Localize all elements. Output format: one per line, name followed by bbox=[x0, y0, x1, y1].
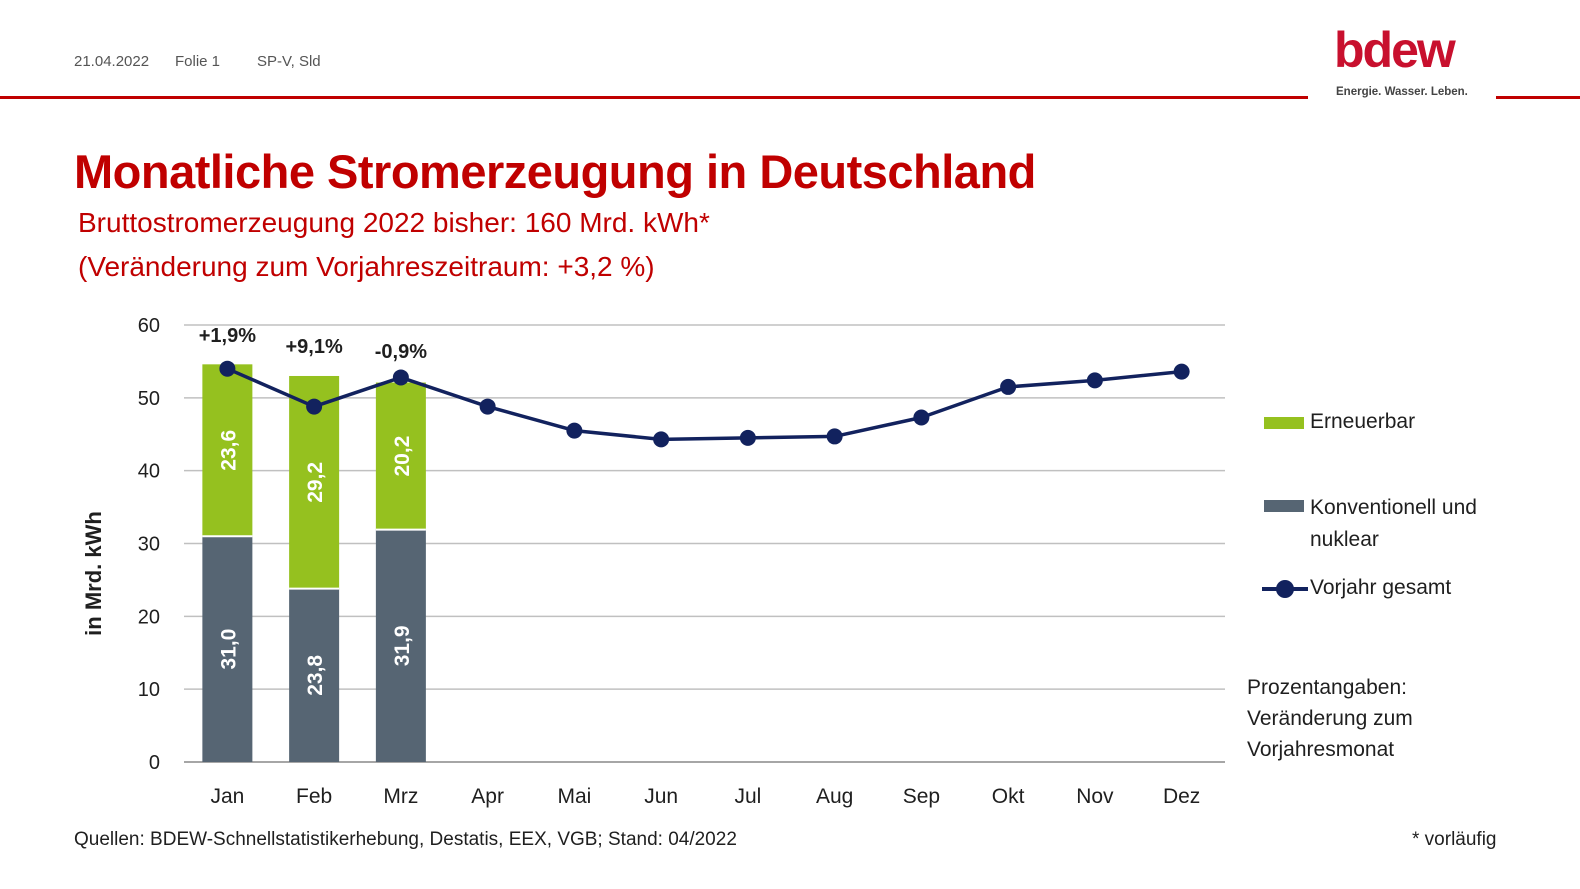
bar-conventional bbox=[202, 536, 253, 762]
bdew-logo: bdew bbox=[1334, 22, 1456, 78]
x-tick-label: Okt bbox=[992, 785, 1025, 808]
bar-label-conventional: 31,0 bbox=[217, 629, 240, 670]
x-tick-label: Sep bbox=[903, 785, 940, 808]
legend-swatch-renewable bbox=[1264, 417, 1304, 429]
previous-year-point bbox=[566, 422, 583, 439]
legend-label-conventional: Konventionell und nuklear bbox=[1310, 496, 1477, 551]
footnote-preliminary: * vorläufig bbox=[1412, 829, 1497, 850]
previous-year-point bbox=[306, 398, 323, 415]
header-date: 21.04.2022 bbox=[74, 53, 150, 70]
y-tick-label: 10 bbox=[138, 679, 160, 701]
x-tick-label: Feb bbox=[296, 785, 332, 808]
bar-label-conventional: 31,9 bbox=[391, 625, 414, 666]
previous-year-point bbox=[653, 431, 670, 448]
x-tick-label: Jun bbox=[644, 785, 678, 808]
header-rule-right bbox=[1496, 96, 1580, 99]
y-tick-label: 50 bbox=[138, 388, 160, 410]
bar-label-conventional: 23,8 bbox=[304, 655, 327, 696]
previous-year-point bbox=[826, 428, 843, 445]
previous-year-line bbox=[226, 367, 1182, 442]
subtitle-total: Bruttostromerzeugung 2022 bisher: 160 Mr… bbox=[78, 207, 710, 238]
bar-label-renewable: 23,6 bbox=[217, 430, 240, 471]
x-tick-label: Apr bbox=[471, 785, 504, 808]
header-department: SP-V, Sld bbox=[257, 53, 321, 70]
x-tick-label: Dez bbox=[1163, 785, 1200, 808]
subtitle-change: (Veränderung zum Vorjahreszeitraum: +3,2… bbox=[78, 251, 655, 282]
x-tick-label: Nov bbox=[1076, 785, 1114, 808]
logo-tagline: Energie. Wasser. Leben. bbox=[1336, 86, 1468, 98]
change-annotation: -0,9% bbox=[375, 341, 427, 363]
bar-label-renewable: 20,2 bbox=[391, 436, 414, 477]
previous-year-point bbox=[219, 360, 236, 377]
x-tick-label: Mai bbox=[557, 785, 591, 808]
source-note: Quellen: BDEW-Schnellstatistikerhebung, … bbox=[74, 829, 737, 850]
legend-marker-previous-year bbox=[1276, 580, 1294, 598]
bar-renewable bbox=[202, 364, 253, 537]
percentage-note: Prozentangaben: Veränderung zum Vorjahre… bbox=[1247, 676, 1413, 761]
x-tick-label: Aug bbox=[816, 785, 853, 808]
previous-year-point bbox=[1086, 372, 1103, 389]
bar-label-renewable: 29,2 bbox=[304, 462, 327, 503]
header-rule-left bbox=[0, 96, 1308, 99]
previous-year-point bbox=[913, 409, 930, 426]
page-title: Monatliche Stromerzeugung in Deutschland bbox=[74, 145, 1036, 198]
previous-year-point bbox=[392, 369, 409, 386]
y-tick-label: 60 bbox=[138, 315, 160, 337]
bar-conventional bbox=[375, 529, 426, 762]
y-tick-label: 0 bbox=[149, 752, 160, 774]
legend-label-previous-year: Vorjahr gesamt bbox=[1310, 576, 1452, 599]
previous-year-point bbox=[479, 398, 496, 415]
change-annotation: +9,1% bbox=[285, 336, 342, 358]
generation-chart: 0 10 20 30 40 50 60 in Mrd. kWh Jan Feb Mrz Apr Mai J… bbox=[81, 315, 1225, 808]
x-tick-label: Jan bbox=[210, 785, 244, 808]
x-tick-label: Jul bbox=[734, 785, 761, 808]
x-tick-label: Mrz bbox=[383, 785, 418, 808]
legend-swatch-conventional bbox=[1264, 500, 1304, 512]
y-tick-label: 20 bbox=[138, 606, 160, 628]
header-slide-number: Folie 1 bbox=[175, 53, 221, 70]
previous-year-point bbox=[1000, 378, 1017, 395]
y-tick-label: 30 bbox=[138, 534, 160, 556]
bar-renewable bbox=[375, 382, 426, 530]
previous-year-point bbox=[1173, 363, 1190, 380]
previous-year-point bbox=[739, 429, 756, 446]
y-axis-label: in Mrd. kWh bbox=[81, 511, 106, 636]
legend-label-renewable: Erneuerbar bbox=[1310, 410, 1416, 433]
change-annotation: +1,9% bbox=[199, 325, 256, 347]
y-tick-label: 40 bbox=[138, 461, 160, 483]
bar-conventional bbox=[289, 588, 340, 762]
